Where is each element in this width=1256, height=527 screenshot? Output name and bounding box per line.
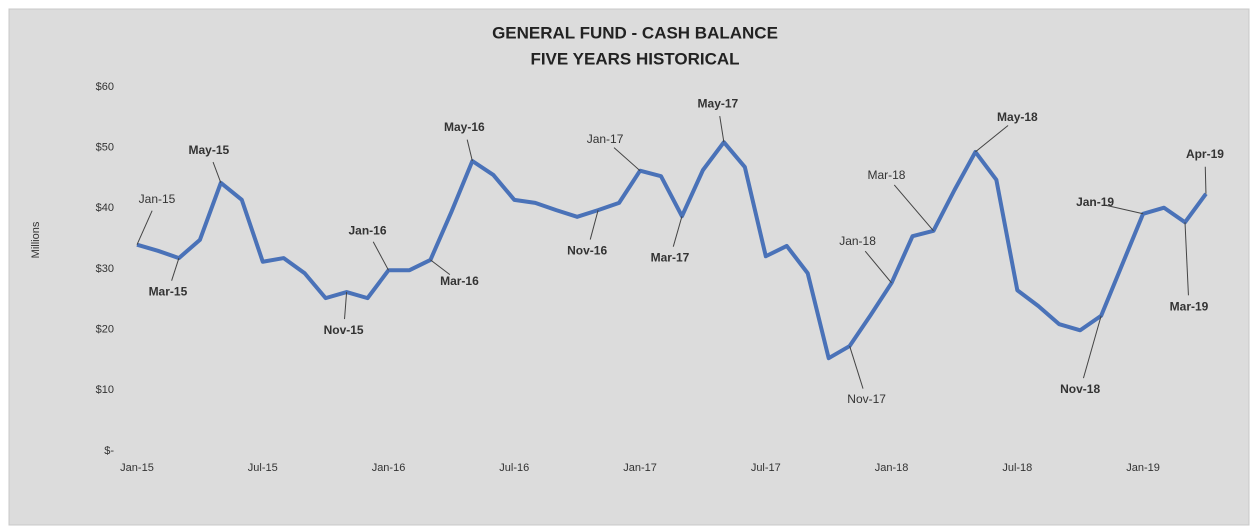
chart-subtitle: FIVE YEARS HISTORICAL: [530, 49, 739, 68]
leader-line: [1204, 166, 1207, 194]
leader-line: [212, 161, 222, 184]
leader-line: [589, 210, 599, 240]
data-line: [136, 140, 1208, 361]
point-label: Jan-18: [839, 234, 876, 248]
point-label: Mar-15: [149, 284, 188, 298]
chart-title: GENERAL FUND - CASH BALANCE: [492, 23, 778, 42]
point-label: May-18: [997, 110, 1038, 124]
y-tick-label: $40: [96, 202, 114, 214]
y-tick-label: $-: [104, 445, 114, 457]
point-label: Nov-15: [324, 323, 364, 337]
x-tick-label: Jan-16: [372, 462, 406, 474]
leader-line: [136, 210, 153, 245]
y-axis-label: Millions: [30, 221, 42, 258]
x-tick-label: Jul-15: [248, 462, 278, 474]
y-tick-label: $10: [96, 384, 114, 396]
leader-line: [344, 292, 348, 320]
point-label: Nov-17: [847, 392, 886, 406]
x-tick-label: Jan-17: [623, 462, 657, 474]
point-label: Jan-16: [349, 223, 387, 237]
leader-line: [975, 125, 1009, 153]
leader-line: [171, 257, 180, 281]
leader-line: [1184, 222, 1189, 296]
leader-line: [372, 241, 389, 271]
point-label: May-15: [188, 143, 229, 157]
point-label: Apr-19: [1186, 147, 1224, 161]
leader-line: [1106, 204, 1144, 215]
leader-line: [1082, 315, 1102, 379]
leader-line: [613, 147, 641, 172]
point-label: Mar-19: [1170, 299, 1209, 313]
leader-line: [849, 345, 864, 389]
point-label: May-17: [698, 96, 739, 110]
point-label: Jan-19: [1076, 195, 1114, 209]
y-tick-label: $50: [96, 142, 114, 154]
y-tick-label: $20: [96, 324, 114, 336]
leader-line: [430, 259, 451, 276]
chart-background: [8, 8, 1250, 526]
leader-line: [719, 115, 725, 143]
y-tick-label: $60: [96, 81, 114, 93]
leader-line: [893, 184, 934, 232]
x-tick-label: Jul-18: [1002, 462, 1032, 474]
point-label: Mar-18: [867, 168, 905, 182]
x-tick-label: Jul-17: [751, 462, 781, 474]
x-tick-label: Jan-19: [1126, 462, 1160, 474]
leader-line: [672, 216, 683, 247]
x-tick-label: Jul-16: [499, 462, 529, 474]
leader-line: [466, 139, 473, 162]
point-label: Nov-16: [567, 243, 607, 257]
y-tick-label: $30: [96, 263, 114, 275]
point-label: Jan-17: [587, 132, 624, 146]
point-label: Jan-15: [139, 192, 176, 206]
x-tick-label: Jan-15: [120, 462, 154, 474]
point-label: May-16: [444, 120, 485, 134]
point-label: Mar-17: [651, 250, 690, 264]
point-label: Mar-16: [440, 274, 479, 288]
point-label: Nov-18: [1060, 382, 1100, 396]
leader-line: [864, 250, 892, 284]
x-tick-label: Jan-18: [875, 462, 909, 474]
